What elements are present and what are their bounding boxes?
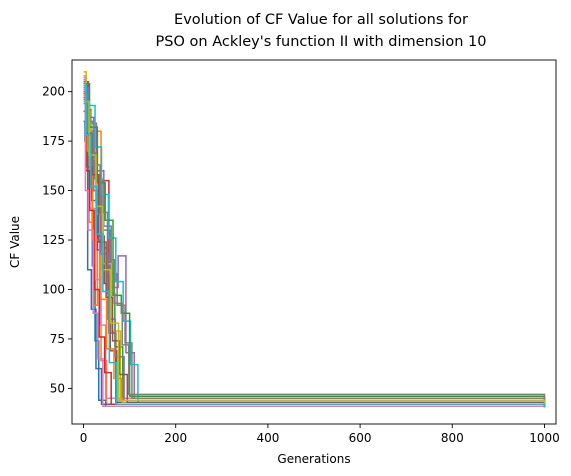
series-line-12 [83,94,546,408]
series-line-6 [83,90,546,408]
y-tick-label: 75 [50,332,65,346]
series-line-15 [83,86,546,408]
y-tick-label: 200 [42,85,65,99]
y-tick-label: 125 [42,233,65,247]
series-line-13 [83,82,546,408]
series-line-5 [83,98,546,408]
x-tick-label: 800 [441,431,464,445]
series-layer [83,71,546,408]
y-tick-label: 150 [42,184,65,198]
chart-title-line-2: PSO on Ackley's function II with dimensi… [156,34,487,50]
chart-title-line-1: Evolution of CF Value for all solutions … [174,12,468,28]
series-line-11 [83,120,546,408]
axis-ticks: 0 200 400 600 800 1000 50 75 100 125 150 175 200 [42,85,560,445]
series-line-7 [83,77,546,408]
series-line-16 [83,96,546,408]
y-tick-label: 100 [42,282,65,296]
series-line-2 [83,75,546,408]
series-line-20 [83,84,546,408]
x-tick-label: 400 [256,431,279,445]
chart-title: Evolution of CF Value for all solutions … [156,12,487,50]
series-line-14 [83,110,546,408]
series-line-8 [83,102,546,408]
y-tick-label: 50 [50,381,65,395]
plot-frame [71,59,557,425]
series-line-18 [83,92,546,408]
series-line-1 [83,92,546,408]
x-axis-label: Generations [277,452,350,466]
series-line-10 [83,88,546,408]
y-tick-label: 175 [42,134,65,148]
series-line-9 [83,71,546,408]
x-tick-label: 1000 [529,431,560,445]
series-line-17 [83,79,546,408]
series-line-3 [83,84,546,408]
series-line-19 [83,100,546,408]
x-tick-label: 200 [164,431,187,445]
series-line-4 [83,81,546,408]
x-tick-label: 0 [80,431,88,445]
y-axis-label: CF Value [8,216,22,268]
x-tick-label: 600 [349,431,372,445]
